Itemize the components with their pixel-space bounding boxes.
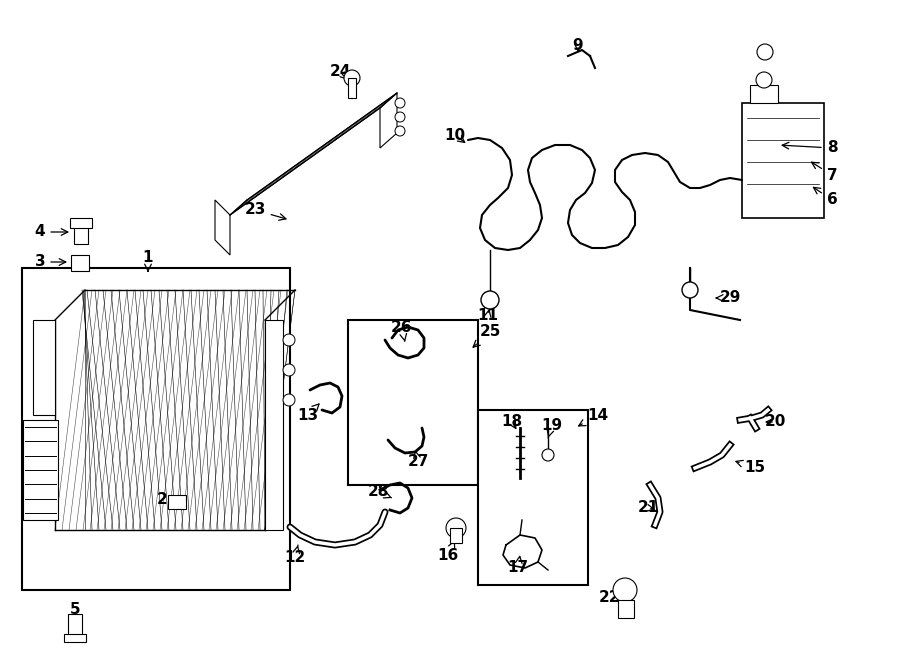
Circle shape (395, 98, 405, 108)
Circle shape (344, 70, 360, 86)
Text: 4: 4 (35, 225, 68, 239)
Text: 6: 6 (814, 187, 837, 208)
Bar (71, 255, 89, 271)
Bar (23, 420, 58, 520)
Text: 19: 19 (542, 418, 562, 438)
Text: 24: 24 (329, 65, 351, 79)
Bar (478, 410, 588, 585)
Circle shape (395, 112, 405, 122)
Text: 14: 14 (579, 407, 608, 426)
Text: 1: 1 (143, 251, 153, 271)
Circle shape (446, 518, 466, 538)
Text: 5: 5 (69, 602, 80, 628)
Circle shape (682, 282, 698, 298)
Circle shape (283, 364, 295, 376)
Bar (22, 268, 290, 590)
Text: 8: 8 (782, 141, 837, 155)
Text: 28: 28 (367, 485, 392, 500)
Bar (348, 78, 356, 98)
Bar (70, 218, 92, 228)
Text: 25: 25 (473, 325, 500, 347)
Bar (618, 600, 634, 618)
Bar (33, 320, 55, 414)
Polygon shape (215, 200, 230, 255)
Text: 29: 29 (716, 290, 741, 305)
Text: 7: 7 (812, 162, 837, 182)
Text: 13: 13 (297, 404, 319, 422)
Bar (348, 320, 478, 485)
Circle shape (481, 291, 499, 309)
Bar (68, 614, 82, 636)
Circle shape (542, 449, 554, 461)
Circle shape (395, 126, 405, 136)
Circle shape (757, 44, 773, 60)
Circle shape (613, 578, 637, 602)
Circle shape (283, 334, 295, 346)
Text: 16: 16 (437, 541, 459, 563)
Text: 21: 21 (637, 500, 659, 516)
Text: 26: 26 (392, 321, 413, 341)
Circle shape (756, 72, 772, 88)
Bar (265, 320, 283, 530)
Text: 3: 3 (35, 254, 66, 270)
Text: 10: 10 (445, 128, 465, 143)
Text: 12: 12 (284, 545, 306, 566)
Polygon shape (380, 93, 397, 148)
Text: 20: 20 (764, 414, 786, 430)
Polygon shape (230, 93, 397, 215)
Text: 27: 27 (408, 451, 428, 469)
Text: 2: 2 (157, 492, 178, 508)
Text: 22: 22 (599, 590, 624, 605)
Text: 15: 15 (736, 461, 766, 475)
Text: 23: 23 (244, 202, 286, 220)
Bar (750, 85, 778, 103)
Bar (450, 528, 462, 543)
Text: 9: 9 (572, 38, 583, 52)
Bar (742, 103, 824, 218)
Circle shape (283, 394, 295, 406)
Bar (168, 495, 186, 509)
Bar (74, 226, 88, 244)
Text: 11: 11 (478, 307, 499, 323)
Bar (64, 634, 86, 642)
Text: 18: 18 (501, 414, 523, 430)
Text: 17: 17 (508, 557, 528, 576)
